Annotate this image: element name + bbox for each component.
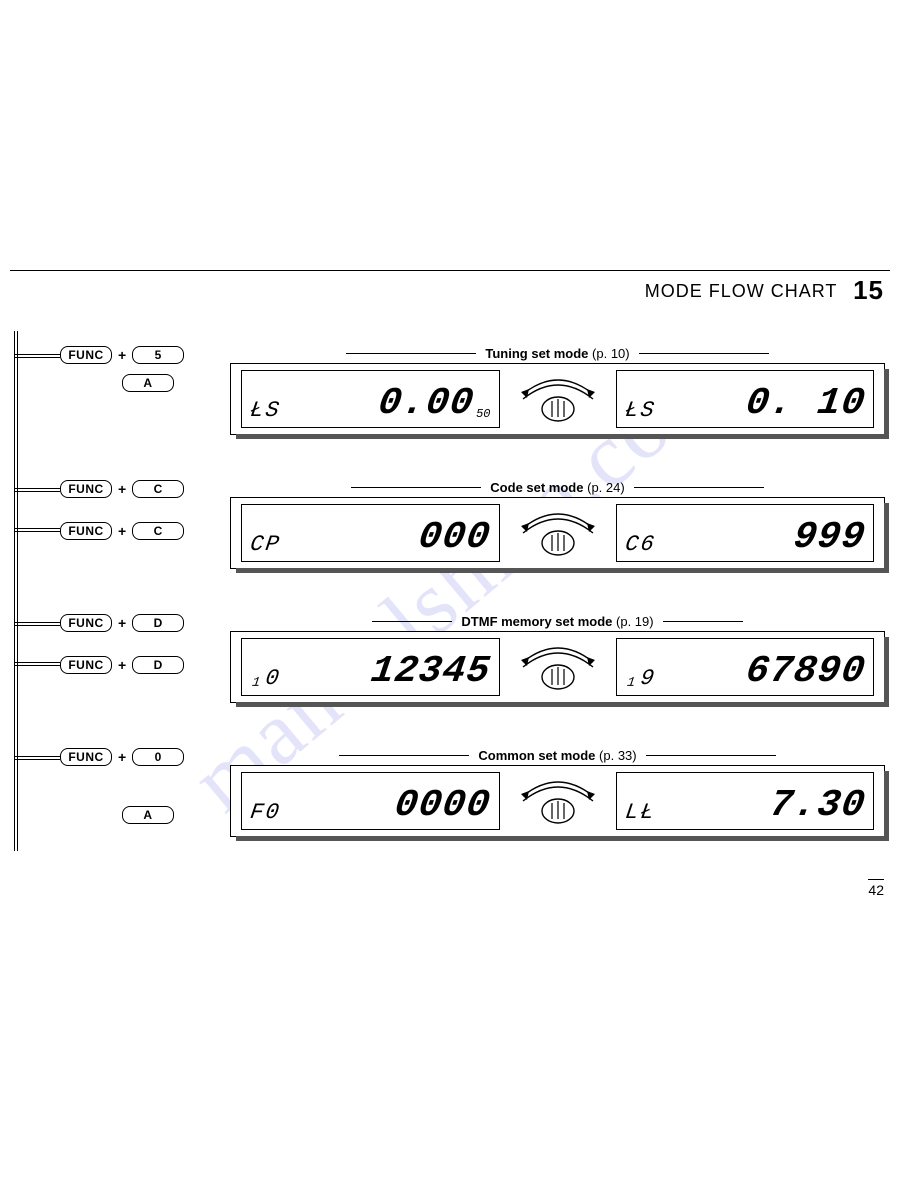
plus-sign: + bbox=[118, 749, 126, 765]
letter-key: C bbox=[132, 480, 184, 498]
lcd-prefix: ₁0 bbox=[248, 666, 282, 695]
key-combo: FUNC + C bbox=[60, 522, 230, 540]
mode-title: Tuning set mode bbox=[485, 346, 588, 361]
letter-key: D bbox=[132, 614, 184, 632]
lcd-panel: CP 000 C6 bbox=[230, 497, 885, 569]
mode-title: Common set mode bbox=[478, 748, 595, 763]
mode-row: FUNC + D FUNC + D DTMF memory set mode (… bbox=[0, 614, 918, 734]
plus-sign: + bbox=[118, 523, 126, 539]
dial-icon bbox=[508, 374, 608, 424]
letter-key: D bbox=[132, 656, 184, 674]
key-controls: FUNC + 5 A bbox=[60, 346, 230, 402]
flow-branch bbox=[14, 662, 60, 666]
dial-icon bbox=[508, 508, 608, 558]
a-key: A bbox=[122, 374, 174, 392]
lcd-value: 000 bbox=[287, 516, 493, 561]
number-key: 5 bbox=[132, 346, 184, 364]
func-key: FUNC bbox=[60, 656, 112, 674]
lcd-right: ₁9 67890 bbox=[616, 638, 875, 696]
lcd-panel: ŁS 0.00 50 bbox=[230, 363, 885, 435]
mode-title: DTMF memory set mode bbox=[461, 614, 612, 629]
page-header: MODE FLOW CHART 15 bbox=[0, 275, 918, 306]
lcd-prefix: ŁS bbox=[248, 398, 282, 427]
flow-chart: FUNC + 5 A Tuning set mode (p. 10) ŁS bbox=[0, 346, 918, 868]
func-key: FUNC bbox=[60, 346, 112, 364]
plus-sign: + bbox=[118, 481, 126, 497]
plus-sign: + bbox=[118, 657, 126, 673]
func-key: FUNC bbox=[60, 748, 112, 766]
exit-key-row: A bbox=[60, 374, 230, 392]
mode-label: Code set mode (p. 24) bbox=[230, 480, 885, 495]
mode-row: FUNC + C FUNC + C Code set mode (p. 24) bbox=[0, 480, 918, 600]
key-combo: FUNC + C bbox=[60, 480, 230, 498]
mode-ref: (p. 10) bbox=[592, 346, 630, 361]
lcd-panel: F0 0000 LŁ bbox=[230, 765, 885, 837]
flow-branch bbox=[14, 756, 60, 760]
dial-icon bbox=[508, 642, 608, 692]
plus-sign: + bbox=[118, 347, 126, 363]
manual-page: MODE FLOW CHART 15 manualshive.com FUNC … bbox=[0, 0, 918, 1188]
page-number: 42 bbox=[868, 879, 884, 898]
lcd-value: 999 bbox=[662, 516, 868, 561]
lcd-right: C6 999 bbox=[616, 504, 875, 562]
mode-label: DTMF memory set mode (p. 19) bbox=[230, 614, 885, 629]
lcd-prefix: CP bbox=[248, 532, 282, 561]
lcd-value: 7.30 bbox=[662, 784, 868, 829]
exit-key-row: A bbox=[60, 806, 230, 824]
lcd-prefix: ₁9 bbox=[622, 666, 656, 695]
func-key: FUNC bbox=[60, 522, 112, 540]
lcd-prefix: ŁS bbox=[622, 398, 656, 427]
mode-ref: (p. 19) bbox=[616, 614, 654, 629]
flow-branch bbox=[14, 354, 60, 358]
lcd-value: 67890 bbox=[662, 650, 868, 695]
lcd-left: CP 000 bbox=[241, 504, 500, 562]
key-combo: FUNC + D bbox=[60, 614, 230, 632]
flow-branch bbox=[14, 622, 60, 626]
header-rule bbox=[10, 270, 890, 271]
panel-wrap: DTMF memory set mode (p. 19) ₁0 12345 bbox=[230, 614, 885, 703]
key-controls: FUNC + D FUNC + D bbox=[60, 614, 230, 684]
lcd-panel: ₁0 12345 ₁9 bbox=[230, 631, 885, 703]
panel-wrap: Code set mode (p. 24) CP 000 bbox=[230, 480, 885, 569]
letter-key: C bbox=[132, 522, 184, 540]
lcd-value: 0.00 bbox=[287, 382, 477, 427]
key-combo: FUNC + D bbox=[60, 656, 230, 674]
mode-ref: (p. 24) bbox=[587, 480, 625, 495]
lcd-prefix: C6 bbox=[622, 532, 656, 561]
lcd-left: ŁS 0.00 50 bbox=[241, 370, 500, 428]
mode-row: FUNC + 0 A Common set mode (p. 33) bbox=[0, 748, 918, 868]
panel-wrap: Tuning set mode (p. 10) ŁS 0.00 50 bbox=[230, 346, 885, 435]
lcd-value: 12345 bbox=[287, 650, 493, 695]
lcd-left: F0 0000 bbox=[241, 772, 500, 830]
key-controls: FUNC + C FUNC + C bbox=[60, 480, 230, 550]
a-key: A bbox=[122, 806, 174, 824]
header-title: MODE FLOW CHART bbox=[645, 281, 837, 301]
mode-title: Code set mode bbox=[490, 480, 583, 495]
mode-ref: (p. 33) bbox=[599, 748, 637, 763]
lcd-right: ŁS 0. 10 bbox=[616, 370, 875, 428]
lcd-value: 0. 10 bbox=[662, 382, 868, 427]
mode-label: Tuning set mode (p. 10) bbox=[230, 346, 885, 361]
mode-label: Common set mode (p. 33) bbox=[230, 748, 885, 763]
flow-branch bbox=[14, 488, 60, 492]
func-key: FUNC bbox=[60, 614, 112, 632]
plus-sign: + bbox=[118, 615, 126, 631]
section-number: 15 bbox=[853, 275, 884, 305]
mode-row: FUNC + 5 A Tuning set mode (p. 10) ŁS bbox=[0, 346, 918, 466]
lcd-prefix: LŁ bbox=[622, 800, 656, 829]
lcd-right: LŁ 7.30 bbox=[616, 772, 875, 830]
dial-icon bbox=[508, 776, 608, 826]
lcd-left: ₁0 12345 bbox=[241, 638, 500, 696]
key-combo: FUNC + 5 bbox=[60, 346, 230, 364]
lcd-prefix: F0 bbox=[248, 800, 282, 829]
panel-wrap: Common set mode (p. 33) F0 0000 bbox=[230, 748, 885, 837]
key-combo: FUNC + 0 bbox=[60, 748, 230, 766]
func-key: FUNC bbox=[60, 480, 112, 498]
number-key: 0 bbox=[132, 748, 184, 766]
lcd-value: 0000 bbox=[287, 784, 493, 829]
key-controls: FUNC + 0 A bbox=[60, 748, 230, 834]
lcd-sup: 50 bbox=[476, 407, 490, 427]
flow-branch bbox=[14, 528, 60, 532]
